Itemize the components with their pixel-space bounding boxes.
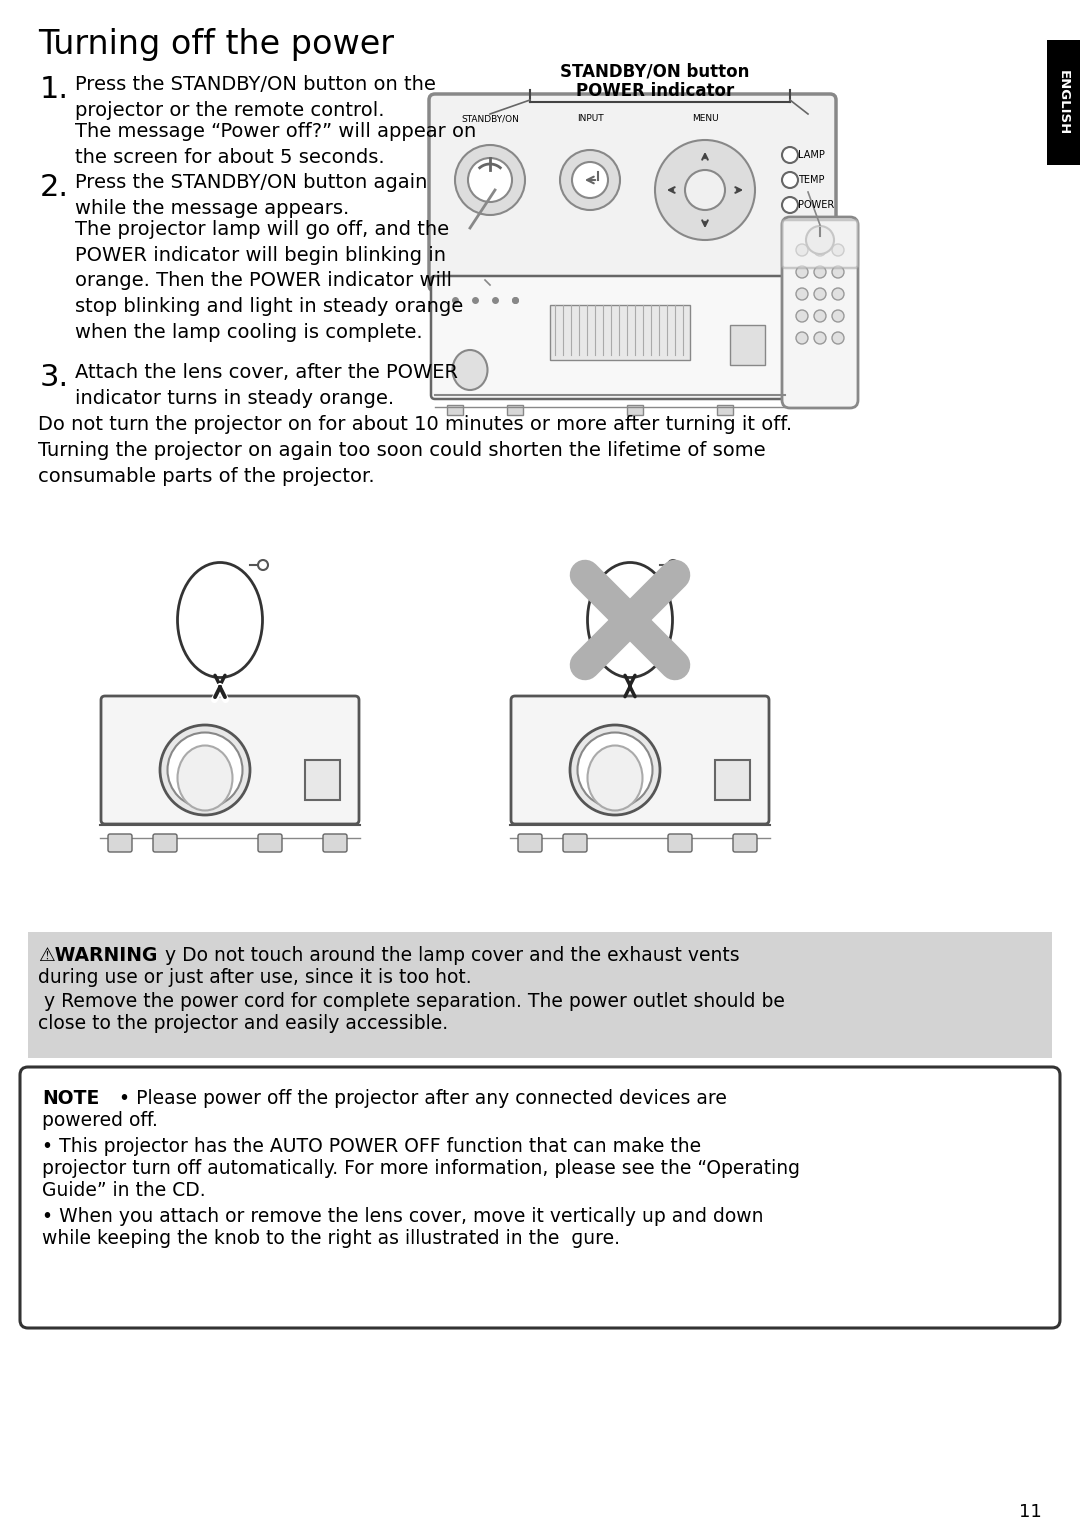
Text: Do not turn the projector on for about 10 minutes or more after turning it off.
: Do not turn the projector on for about 1… <box>38 415 792 485</box>
Text: POWER: POWER <box>798 200 834 211</box>
Circle shape <box>814 333 826 343</box>
Text: TEMP: TEMP <box>798 175 824 185</box>
Circle shape <box>806 226 834 253</box>
Circle shape <box>832 266 843 278</box>
Text: • When you attach or remove the lens cover, move it vertically up and down: • When you attach or remove the lens cov… <box>42 1207 764 1225</box>
FancyBboxPatch shape <box>669 835 692 852</box>
FancyBboxPatch shape <box>431 276 789 398</box>
Circle shape <box>782 197 798 214</box>
Circle shape <box>685 169 725 211</box>
Circle shape <box>468 159 512 201</box>
Circle shape <box>796 333 808 343</box>
FancyBboxPatch shape <box>258 835 282 852</box>
Ellipse shape <box>453 349 487 391</box>
Text: Guide” in the CD.: Guide” in the CD. <box>42 1181 205 1199</box>
Text: while keeping the knob to the right as illustrated in the  ɡure.: while keeping the knob to the right as i… <box>42 1228 620 1248</box>
FancyBboxPatch shape <box>102 696 359 824</box>
Text: 1.: 1. <box>40 75 69 104</box>
Text: INPUT: INPUT <box>577 114 604 124</box>
Circle shape <box>572 162 608 198</box>
Circle shape <box>814 310 826 322</box>
Text: Attach the lens cover, after the POWER
indicator turns in steady orange.: Attach the lens cover, after the POWER i… <box>75 363 458 407</box>
Text: Turning off the power: Turning off the power <box>38 27 394 61</box>
Text: y Do not touch around the lamp cover and the exhaust vents: y Do not touch around the lamp cover and… <box>153 946 740 964</box>
Circle shape <box>832 310 843 322</box>
Circle shape <box>561 150 620 211</box>
FancyBboxPatch shape <box>518 835 542 852</box>
Bar <box>730 325 765 365</box>
Text: POWER indicator: POWER indicator <box>576 82 734 101</box>
Text: ⚠WARNING: ⚠WARNING <box>38 946 158 964</box>
FancyBboxPatch shape <box>733 835 757 852</box>
Circle shape <box>455 145 525 215</box>
Circle shape <box>669 560 678 571</box>
Ellipse shape <box>167 732 243 807</box>
FancyBboxPatch shape <box>21 1067 1059 1328</box>
FancyBboxPatch shape <box>563 835 588 852</box>
Text: powered off.: powered off. <box>42 1111 158 1129</box>
Text: y Remove the power cord for complete separation. The power outlet should be: y Remove the power cord for complete sep… <box>38 992 785 1012</box>
Ellipse shape <box>588 746 643 810</box>
Text: • This projector has the AUTO POWER OFF function that can make the: • This projector has the AUTO POWER OFF … <box>42 1137 701 1157</box>
Bar <box>507 404 523 415</box>
Bar <box>447 404 463 415</box>
Circle shape <box>782 146 798 163</box>
Text: The projector lamp will go off, and the
POWER indicator will begin blinking in
o: The projector lamp will go off, and the … <box>75 220 463 342</box>
Text: The message “Power off?” will appear on
the screen for about 5 seconds.: The message “Power off?” will appear on … <box>75 122 476 166</box>
Circle shape <box>796 288 808 301</box>
FancyBboxPatch shape <box>323 835 347 852</box>
Bar <box>28 932 1052 1058</box>
Circle shape <box>796 244 808 256</box>
Text: during use or just after use, since it is too hot.: during use or just after use, since it i… <box>38 967 472 987</box>
Circle shape <box>796 266 808 278</box>
Text: • Please power off the projector after any connected devices are: • Please power off the projector after a… <box>107 1090 727 1108</box>
Text: STANDBY/ON: STANDBY/ON <box>461 114 518 124</box>
Circle shape <box>832 333 843 343</box>
Text: STANDBY/ON button: STANDBY/ON button <box>561 63 750 79</box>
Ellipse shape <box>578 732 652 807</box>
Text: 3.: 3. <box>40 363 69 392</box>
Circle shape <box>814 288 826 301</box>
Text: MENU: MENU <box>691 114 718 124</box>
Ellipse shape <box>160 725 249 815</box>
Text: ENGLISH: ENGLISH <box>1056 70 1069 136</box>
Bar <box>550 305 690 360</box>
Bar <box>1047 40 1080 165</box>
Circle shape <box>258 560 268 571</box>
Bar <box>715 760 750 800</box>
Text: LAMP: LAMP <box>798 150 825 160</box>
Circle shape <box>782 172 798 188</box>
Circle shape <box>654 140 755 240</box>
Ellipse shape <box>570 725 660 815</box>
Text: projector turn off automatically. For more information, please see the “Operatin: projector turn off automatically. For mo… <box>42 1160 800 1178</box>
FancyBboxPatch shape <box>782 217 858 407</box>
Text: close to the projector and easily accessible.: close to the projector and easily access… <box>38 1013 448 1033</box>
FancyBboxPatch shape <box>511 696 769 824</box>
Circle shape <box>832 288 843 301</box>
FancyBboxPatch shape <box>108 835 132 852</box>
Circle shape <box>832 244 843 256</box>
Text: Press the STANDBY/ON button on the
projector or the remote control.: Press the STANDBY/ON button on the proje… <box>75 75 436 119</box>
Bar <box>717 404 733 415</box>
Circle shape <box>814 244 826 256</box>
Ellipse shape <box>177 563 262 678</box>
Bar <box>305 760 340 800</box>
Text: NOTE: NOTE <box>42 1090 99 1108</box>
Text: 11: 11 <box>1020 1503 1042 1521</box>
Ellipse shape <box>177 746 232 810</box>
FancyBboxPatch shape <box>429 95 836 291</box>
Circle shape <box>796 310 808 322</box>
Ellipse shape <box>588 563 673 678</box>
FancyBboxPatch shape <box>782 220 858 269</box>
Circle shape <box>814 266 826 278</box>
Text: Press the STANDBY/ON button again
while the message appears.: Press the STANDBY/ON button again while … <box>75 172 428 218</box>
FancyBboxPatch shape <box>153 835 177 852</box>
Text: 2.: 2. <box>40 172 69 201</box>
Bar <box>627 404 643 415</box>
